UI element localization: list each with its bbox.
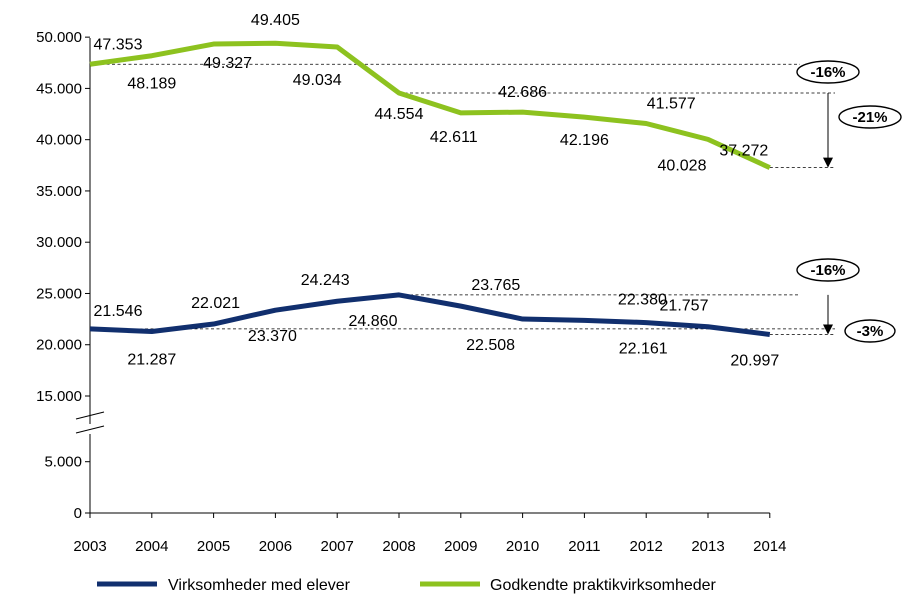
annotation-label: -16% [810, 262, 845, 279]
data-label: 42.611 [430, 129, 478, 146]
x-tick-label: 2005 [197, 538, 230, 555]
x-tick-label: 2012 [630, 538, 663, 555]
data-label: 44.554 [375, 106, 424, 123]
y-tick-label: 20.000 [36, 337, 82, 354]
data-label: 42.196 [560, 132, 609, 149]
y-tick-label: 15.000 [36, 388, 82, 405]
data-label: 22.161 [619, 341, 668, 358]
annotation-label: -21% [852, 109, 887, 126]
data-label: 24.860 [349, 313, 398, 330]
series-line-0 [89, 292, 771, 337]
y-tick-label: 25.000 [36, 285, 82, 302]
data-label: 40.028 [658, 157, 707, 174]
data-label: 21.757 [660, 298, 709, 315]
x-tick-label: 2014 [753, 538, 786, 555]
annotation-badge [838, 105, 902, 129]
data-label: 23.765 [471, 277, 520, 294]
x-tick-label: 2007 [321, 538, 354, 555]
x-tick-label: 2013 [691, 538, 724, 555]
data-label: 22.380 [618, 291, 667, 308]
data-label: 21.287 [127, 352, 176, 369]
y-tick-label: 5.000 [44, 454, 82, 471]
data-label: 41.577 [647, 96, 696, 113]
y-tick-label: 35.000 [36, 183, 82, 200]
annotation-badge [796, 60, 860, 84]
annotation-badge [796, 258, 860, 282]
change-annotations: -16% -21% -16% -3% [796, 60, 902, 343]
legend-label: Virksomheder med elever [168, 577, 351, 594]
data-label: 22.508 [466, 337, 515, 354]
data-label: 23.370 [248, 328, 297, 345]
x-tick-label: 2003 [73, 538, 106, 555]
data-label: 47.353 [94, 36, 143, 53]
annotation-label: -3% [857, 323, 884, 340]
series-lines [89, 40, 771, 337]
data-label: 20.997 [730, 353, 779, 370]
x-tick-label: 2006 [259, 538, 292, 555]
reference-guides [90, 63, 835, 335]
legend: Virksomheder med elever Godkendte praktik… [97, 577, 717, 594]
annotation-label: -16% [810, 64, 845, 81]
legend-label: Godkendte praktikvirksomheder [490, 577, 717, 594]
x-tick-label: 2004 [135, 538, 168, 555]
data-label: 49.405 [251, 12, 300, 29]
axis-break-mark [75, 411, 105, 420]
x-tick-label: 2008 [382, 538, 415, 555]
axes: 0 5.000 15.000 20.000 25.000 30.000 35.000 40.0… [36, 29, 786, 555]
data-label: 22.021 [191, 295, 240, 312]
x-tick-label: 2010 [506, 538, 539, 555]
data-label: 24.243 [301, 272, 350, 289]
y-tick-label: 0 [74, 505, 82, 522]
series-line-1 [89, 40, 771, 170]
axis-break-mark [75, 425, 105, 434]
y-tick-label: 40.000 [36, 132, 82, 149]
data-label: 48.189 [127, 76, 176, 93]
data-label: 42.686 [498, 84, 547, 101]
data-labels: 21.546 21.287 22.021 23.370 24.243 24.860 23.7… [94, 12, 780, 369]
annotation-badge [844, 319, 896, 343]
data-label: 37.272 [719, 143, 768, 160]
x-tick-label: 2011 [568, 538, 600, 555]
x-tick-label: 2009 [444, 538, 477, 555]
data-label: 49.327 [203, 55, 252, 72]
data-label: 21.546 [94, 303, 143, 320]
y-tick-label: 50.000 [36, 29, 82, 46]
y-tick-label: 30.000 [36, 234, 82, 251]
y-tick-label: 45.000 [36, 80, 82, 97]
data-label: 49.034 [293, 72, 342, 89]
